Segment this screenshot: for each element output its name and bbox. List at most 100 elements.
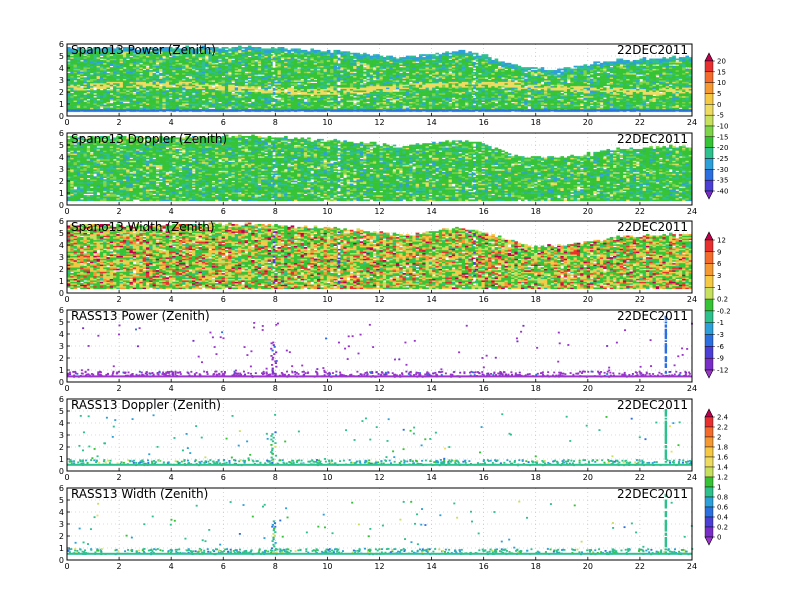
- heatmap-cell: [179, 109, 183, 111]
- heatmap-cell: [162, 59, 166, 61]
- heatmap-cell: [176, 109, 180, 111]
- heatmap-cell: [363, 53, 367, 55]
- heatmap-cell: [314, 80, 318, 82]
- heatmap-cell: [376, 54, 380, 56]
- heatmap-cell: [343, 109, 347, 111]
- heatmap-cell: [297, 48, 301, 50]
- heatmap-cell: [185, 97, 189, 99]
- heatmap-cell: [353, 97, 357, 99]
- heatmap-cell: [380, 56, 384, 58]
- heatmap-cell: [231, 60, 235, 62]
- heatmap-cell: [409, 83, 413, 85]
- heatmap-cell: [304, 50, 308, 52]
- heatmap-cell: [258, 89, 262, 91]
- heatmap-cell: [274, 48, 278, 50]
- heatmap-cell: [258, 109, 262, 111]
- heatmap-cell: [386, 109, 390, 111]
- heatmap-cell: [449, 103, 453, 105]
- heatmap-cell: [317, 50, 321, 52]
- heatmap-cell: [304, 109, 308, 111]
- heatmap-cell: [373, 69, 377, 71]
- heatmap-cell: [383, 109, 387, 111]
- heatmap-cell: [373, 80, 377, 82]
- heatmap-cell: [228, 53, 232, 55]
- heatmap-cell: [356, 106, 360, 108]
- heatmap-cell: [149, 109, 153, 111]
- heatmap-cell: [126, 103, 130, 105]
- heatmap-cell: [310, 48, 314, 50]
- heatmap-cell: [386, 99, 390, 101]
- heatmap-cell: [356, 109, 360, 111]
- heatmap-cell: [113, 109, 117, 111]
- heatmap-cell: [120, 109, 124, 111]
- heatmap-cell: [222, 47, 226, 49]
- heatmap-cell: [126, 60, 130, 62]
- heatmap-cell: [435, 53, 439, 55]
- heatmap-cell: [225, 59, 229, 61]
- heatmap-cell: [310, 83, 314, 85]
- heatmap-cell: [373, 109, 377, 111]
- heatmap-cell: [409, 109, 413, 111]
- heatmap-cell: [231, 83, 235, 85]
- heatmap-cell: [130, 109, 134, 111]
- heatmap-cell: [435, 109, 439, 111]
- heatmap-cell: [393, 57, 397, 59]
- heatmap-cell: [412, 56, 416, 58]
- heatmap-cell: [218, 103, 222, 105]
- heatmap-cell: [449, 109, 453, 111]
- heatmap-cell: [97, 109, 101, 111]
- heatmap-cell: [103, 105, 107, 107]
- heatmap-cell: [172, 87, 176, 89]
- heatmap-cell: [333, 50, 337, 52]
- heatmap-cell: [110, 89, 114, 91]
- heatmap-cell: [287, 109, 291, 111]
- heatmap-cell: [373, 97, 377, 99]
- heatmap-cell: [80, 109, 84, 111]
- heatmap-cell: [353, 109, 357, 111]
- heatmap-cell: [389, 102, 393, 104]
- heatmap-cell: [110, 109, 114, 111]
- heatmap-cell: [156, 74, 160, 76]
- heatmap-cell: [238, 46, 242, 48]
- heatmap-cell: [393, 109, 397, 111]
- heatmap-cell: [139, 74, 143, 76]
- heatmap-cell: [241, 50, 245, 52]
- heatmap-cell: [169, 57, 173, 59]
- heatmap-cell: [356, 66, 360, 68]
- heatmap-cell: [356, 95, 360, 97]
- heatmap-cell: [297, 99, 301, 101]
- heatmap-cell: [67, 73, 71, 75]
- heatmap-cell: [241, 102, 245, 104]
- heatmap-cell: [380, 109, 384, 111]
- heatmap-cell: [182, 92, 186, 94]
- heatmap-cell: [363, 76, 367, 78]
- heatmap-cell: [228, 48, 232, 50]
- heatmap-cell: [192, 109, 196, 111]
- heatmap-cell: [435, 56, 439, 58]
- heatmap-cell: [291, 87, 295, 89]
- heatmap-cell: [139, 64, 143, 66]
- heatmap-cell: [439, 54, 443, 56]
- heatmap-cell: [291, 109, 295, 111]
- heatmap-cell: [208, 102, 212, 104]
- heatmap-cell: [245, 84, 249, 86]
- heatmap-cell: [258, 47, 262, 49]
- heatmap-cell: [225, 109, 229, 111]
- heatmap-cell: [350, 56, 354, 58]
- heatmap-cell: [195, 109, 199, 111]
- heatmap-cell: [294, 109, 298, 111]
- heatmap-cell: [156, 109, 160, 111]
- heatmap-cell: [235, 109, 239, 111]
- heatmap-cell: [116, 109, 120, 111]
- heatmap-cell: [291, 53, 295, 55]
- heatmap-cell: [314, 109, 318, 111]
- heatmap-cell: [366, 103, 370, 105]
- heatmap-cell: [432, 109, 436, 111]
- heatmap-cell: [255, 47, 259, 49]
- heatmap-cell: [231, 47, 235, 49]
- heatmap-cell: [366, 79, 370, 81]
- heatmap-cell: [406, 73, 410, 75]
- heatmap-cell: [77, 79, 81, 81]
- heatmap-cell: [87, 109, 91, 111]
- heatmap-cell: [218, 109, 222, 111]
